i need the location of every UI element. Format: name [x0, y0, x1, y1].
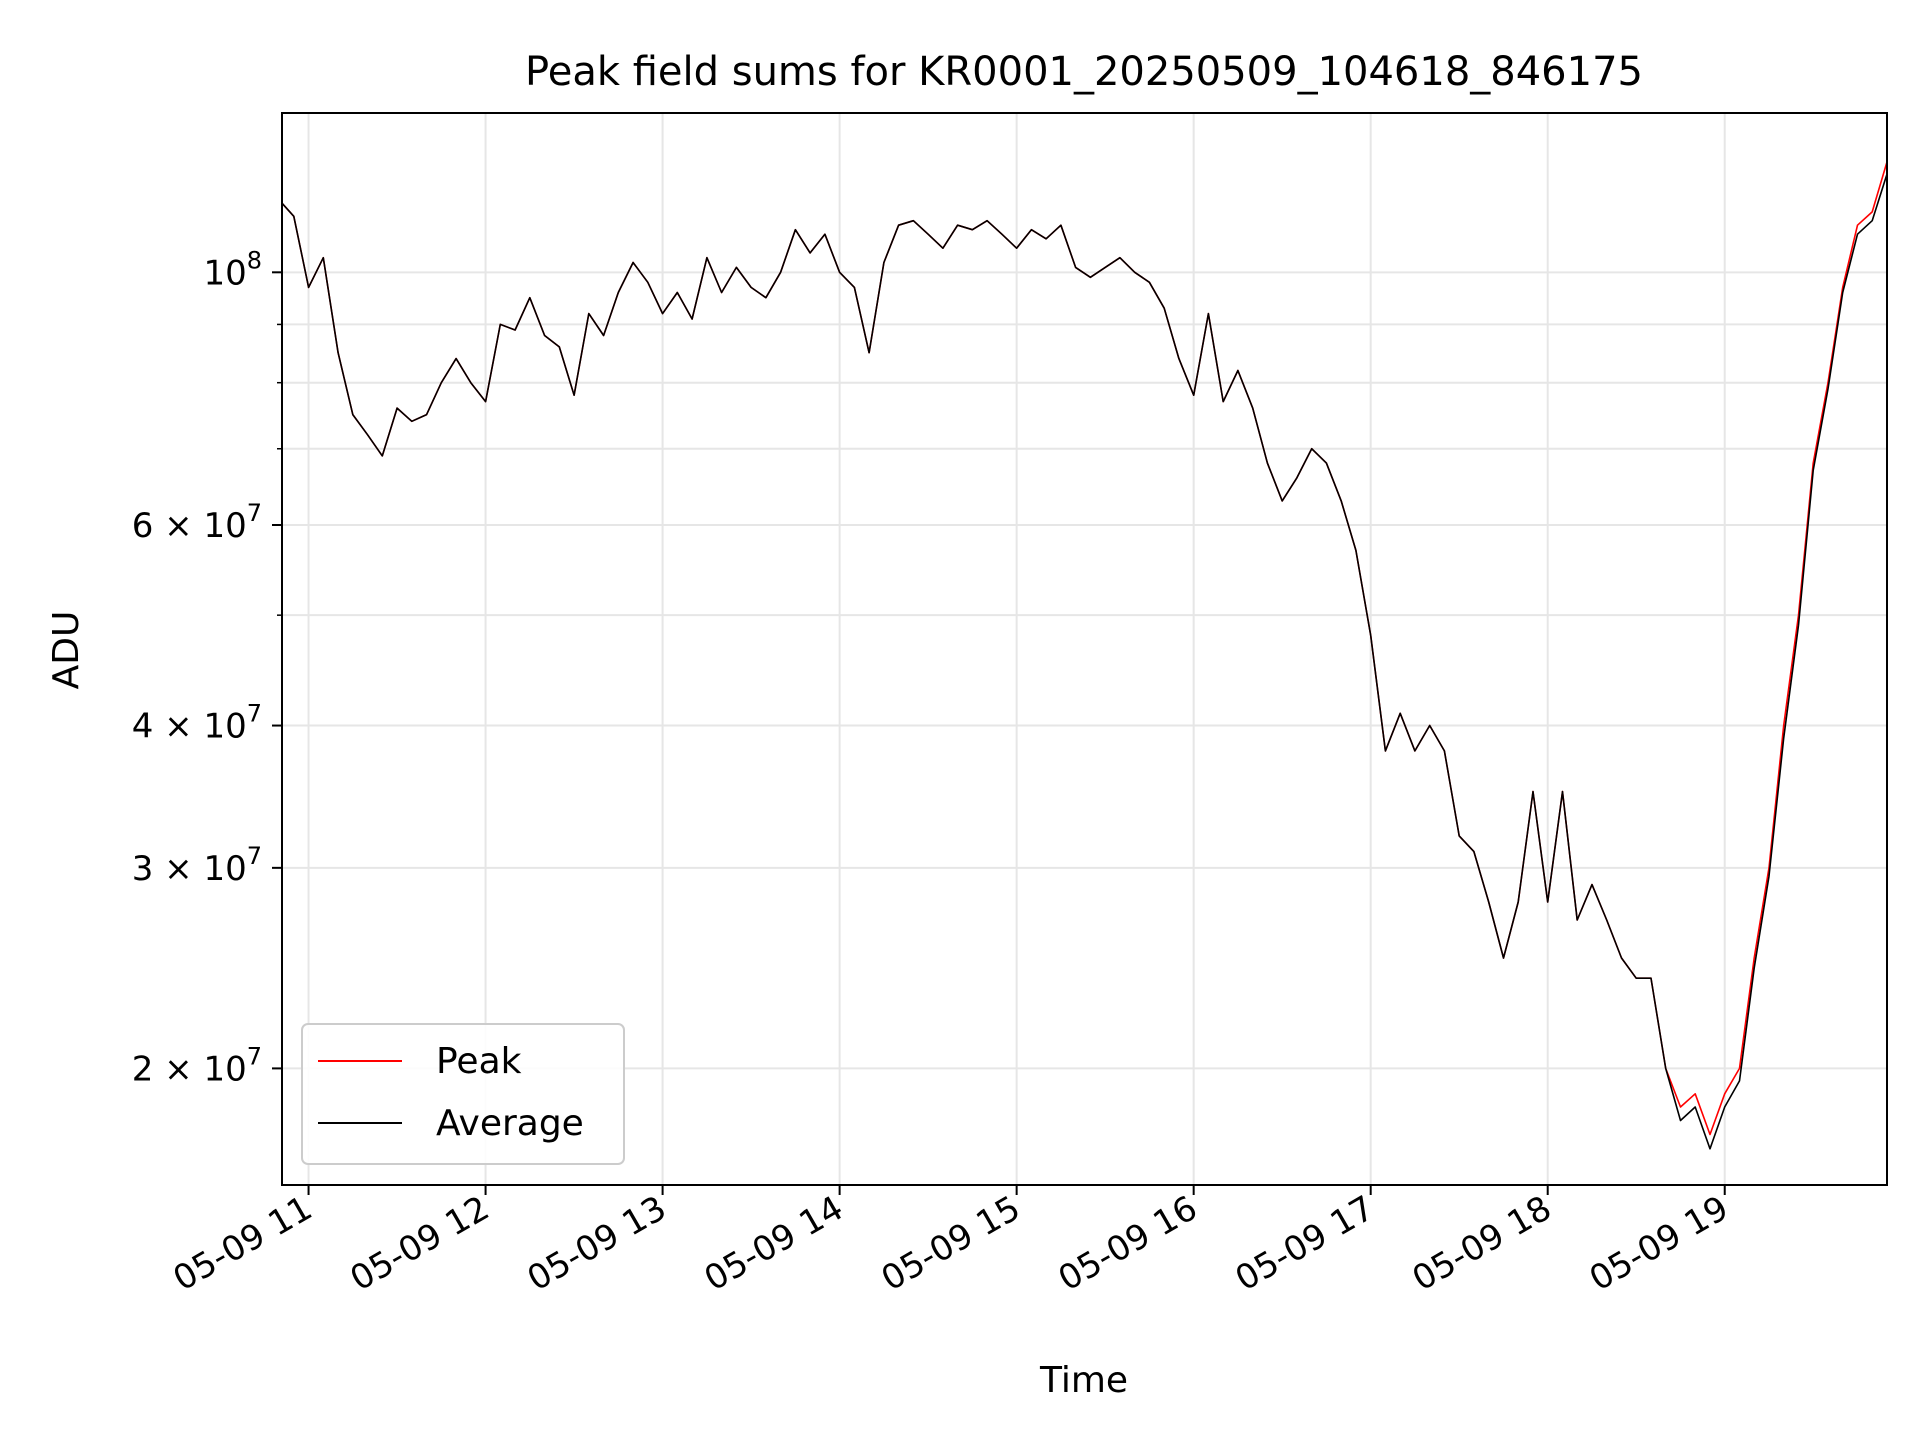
x-axis-label: Time: [1039, 1360, 1128, 1401]
legend-label-average: Average: [436, 1103, 584, 1144]
chart-title: Peak field sums for KR0001_20250509_1046…: [525, 49, 1643, 95]
legend: Peak Average: [301, 1023, 625, 1165]
y-tick-label: 2 × 107: [132, 1042, 262, 1089]
y-axis-label: ADU: [46, 611, 87, 690]
y-tick-label: 4 × 107: [132, 700, 262, 747]
grid: [282, 113, 1887, 1185]
legend-box: [301, 1023, 625, 1165]
y-tick-label: 3 × 107: [132, 842, 262, 889]
legend-label-peak: Peak: [436, 1041, 522, 1082]
y-tick-label: 108: [203, 246, 262, 293]
series-lines: [281, 161, 1888, 1150]
y-axis: 2 × 107 3 × 107 4 × 107 6 × 107 108: [132, 246, 282, 1089]
series-line-average: [281, 173, 1888, 1150]
plot-frame: [281, 112, 1888, 1186]
y-tick-label: 6 × 107: [132, 499, 262, 546]
